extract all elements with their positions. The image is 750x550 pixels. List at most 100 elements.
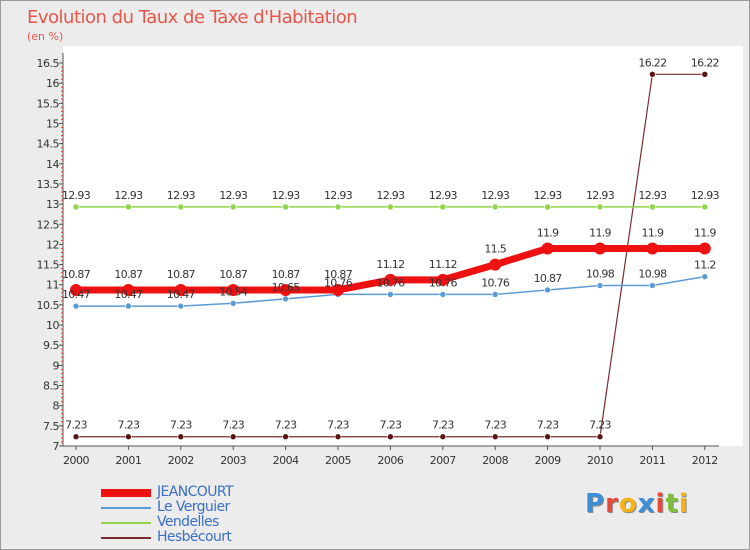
data-point [439, 203, 447, 211]
y-tick-label: 8.5 [43, 380, 59, 393]
data-label: 7.23 [118, 419, 140, 432]
logo-letter: o [618, 489, 638, 519]
data-label: 10.76 [376, 276, 405, 289]
x-tick-label: 2010 [587, 454, 613, 467]
data-point [174, 283, 187, 296]
data-point [698, 242, 711, 255]
data-label: 10.47 [114, 288, 143, 301]
y-tick-label: 16.5 [37, 57, 60, 70]
y-tick-label: 12 [46, 238, 59, 251]
x-tick-label: 2008 [482, 454, 508, 467]
y-tick-label: 11.5 [37, 259, 60, 272]
data-point [122, 283, 135, 296]
data-point [596, 433, 604, 441]
data-point [649, 282, 656, 289]
data-point [177, 433, 185, 441]
data-point [229, 299, 237, 307]
data-point [177, 203, 185, 211]
data-point [72, 433, 80, 441]
data-label: 12.93 [114, 189, 143, 202]
data-point [334, 433, 342, 441]
legend-item-vendelles: Vendelles [101, 514, 351, 531]
data-label: 12.93 [219, 189, 248, 202]
data-label: 12.93 [376, 189, 405, 202]
x-tick-label: 2009 [535, 454, 561, 467]
data-point [489, 258, 502, 271]
legend-item-jeancourt: JEANCOURT [101, 484, 351, 501]
data-point [70, 283, 82, 296]
legend-label-vendelles: Vendelles [157, 514, 219, 530]
x-tick-label: 2011 [639, 454, 665, 467]
x-tick-label: 2007 [430, 454, 456, 467]
data-label: 10.87 [219, 268, 248, 281]
data-label: 10.98 [638, 268, 667, 281]
data-point [701, 273, 709, 280]
legend-swatch-le-verguier [101, 507, 151, 509]
data-point [544, 286, 551, 294]
data-point [125, 433, 132, 441]
x-tick-label: 2001 [115, 454, 141, 467]
data-label: 16.22 [638, 56, 666, 69]
data-label: 7.23 [537, 419, 559, 432]
legend-swatch-hesbecourt [101, 537, 151, 539]
y-tick-label: 12.5 [37, 218, 60, 231]
logo-letter: t [665, 489, 679, 519]
data-label: 10.54 [219, 285, 248, 298]
data-point [439, 433, 447, 441]
data-label: 7.23 [589, 419, 611, 432]
chart-subtitle: (en %) [27, 30, 64, 43]
data-label: 12.93 [62, 189, 91, 202]
data-label: 11.5 [484, 243, 506, 256]
data-point [177, 302, 185, 310]
data-label: 10.87 [114, 268, 143, 281]
y-tick-label: 7.5 [43, 420, 59, 433]
y-tick-label: 9 [53, 359, 60, 372]
data-point [387, 203, 394, 211]
logo-letter: i [678, 489, 689, 519]
data-label: 12.93 [167, 189, 196, 202]
x-tick-label: 2000 [63, 454, 89, 467]
y-tick-label: 14 [46, 158, 59, 171]
data-label: 12.93 [638, 189, 667, 202]
data-point [439, 291, 447, 298]
data-point [72, 302, 80, 310]
x-tick-label: 2012 [692, 454, 718, 467]
data-label: 10.87 [324, 268, 353, 281]
data-label: 10.47 [62, 288, 91, 301]
data-label: 16.22 [691, 56, 719, 69]
data-label: 10.87 [62, 268, 91, 281]
data-label: 10.87 [534, 272, 563, 285]
legend-label-hesbecourt: Hesbécourt [157, 529, 232, 545]
data-label: 7.23 [432, 419, 454, 432]
logo-letter: i [655, 489, 666, 519]
y-tick-label: 8 [53, 400, 60, 413]
data-label: 11.9 [589, 226, 611, 239]
data-label: 10.65 [272, 281, 301, 294]
data-point [649, 70, 656, 78]
data-point [384, 273, 397, 286]
data-point [282, 295, 289, 303]
data-label: 10.98 [586, 268, 615, 281]
y-tick-label: 16 [46, 77, 59, 90]
data-label: 11.9 [694, 226, 716, 239]
data-point [282, 203, 289, 211]
y-tick-label: 15 [46, 117, 59, 130]
data-label: 11.9 [642, 226, 664, 239]
data-label: 10.87 [167, 268, 196, 281]
data-label: 11.9 [537, 226, 559, 239]
data-point [544, 433, 551, 441]
data-point [72, 203, 80, 211]
y-tick-label: 11 [46, 279, 59, 292]
y-tick-label: 14.5 [37, 138, 60, 151]
data-label: 12.93 [534, 189, 563, 202]
data-label: 10.47 [167, 288, 196, 301]
data-point [596, 282, 604, 289]
data-point [387, 433, 394, 441]
data-point [491, 433, 499, 441]
data-point [279, 283, 292, 296]
data-label: 11.2 [694, 259, 716, 272]
legend-label-jeancourt: JEANCOURT [157, 484, 234, 500]
data-label: 7.23 [65, 419, 87, 432]
